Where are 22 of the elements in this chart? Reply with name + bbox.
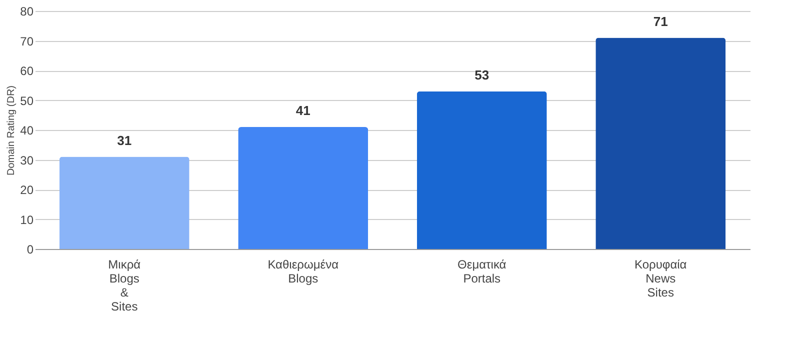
bar: [238, 127, 368, 249]
y-tick-label: 80: [20, 4, 34, 18]
x-tick-label: Κορυφαία News Sites: [634, 258, 687, 300]
data-label: 71: [653, 14, 668, 29]
y-tick-label: 20: [20, 183, 34, 197]
bar: [416, 91, 547, 249]
y-tick-label: 70: [20, 34, 34, 48]
bar: [59, 156, 190, 249]
y-tick-label: 50: [20, 94, 34, 108]
y-tick-label: 60: [20, 64, 34, 78]
y-axis-title: Domain Rating (DR): [6, 85, 18, 176]
data-label: 41: [296, 103, 310, 118]
x-tick-label: Μικρά Blogs & Sites: [108, 258, 141, 314]
y-tick-label: 0: [26, 242, 34, 256]
y-tick-label: 40: [20, 124, 34, 138]
data-label: 53: [474, 67, 490, 82]
y-tick-label: 30: [20, 153, 34, 168]
x-tick-label: Θεματικά Portals: [458, 258, 506, 286]
bar: [596, 38, 726, 249]
data-label: 31: [117, 132, 132, 148]
y-tick-label: 10: [20, 212, 34, 227]
x-tick-label: Καθιερωμένα Blogs: [268, 258, 339, 286]
